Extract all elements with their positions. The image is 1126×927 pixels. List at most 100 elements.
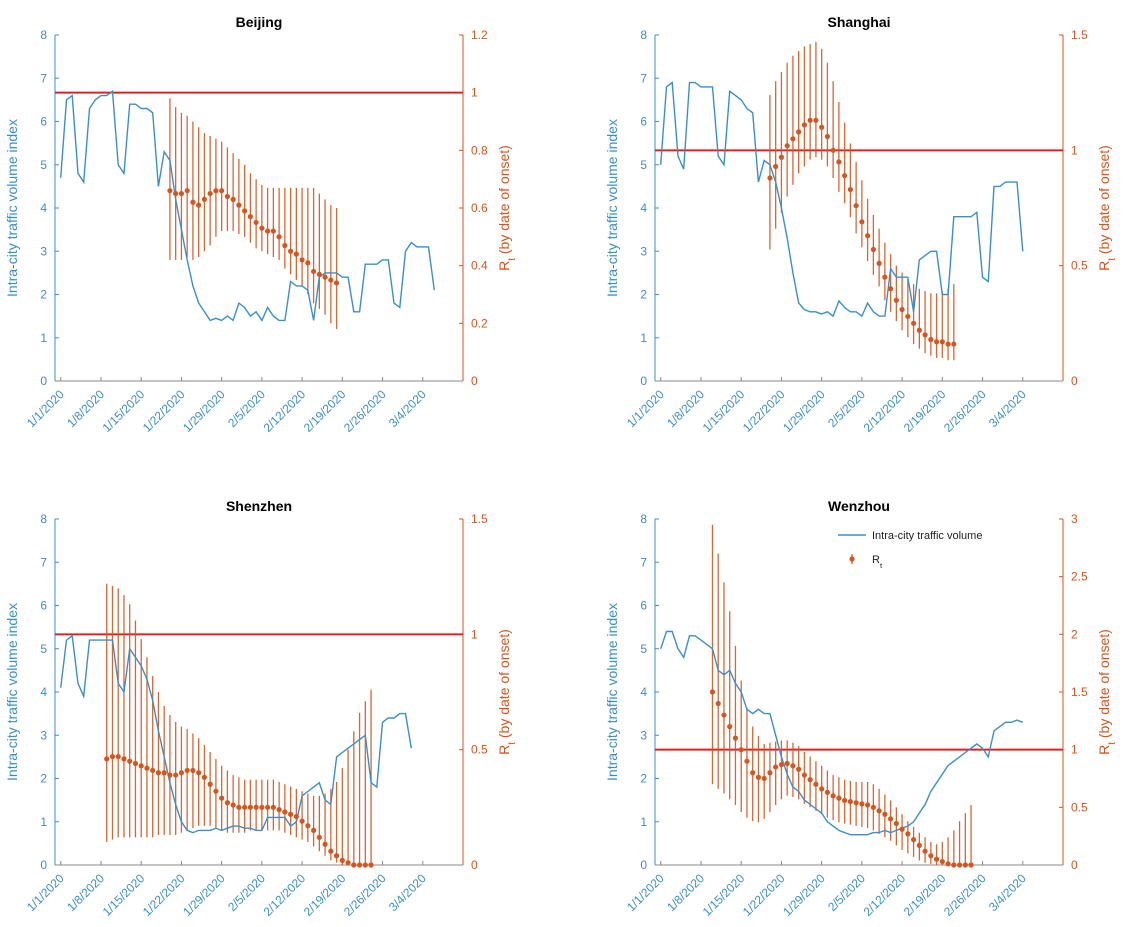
rt-point xyxy=(790,763,796,769)
rt-point xyxy=(767,175,773,181)
rt-point xyxy=(242,208,248,214)
right-y-axis-label: Rt (by date of onset) xyxy=(1096,145,1118,271)
rt-point xyxy=(104,756,110,762)
rt-point xyxy=(322,274,328,280)
left-y-tick-label: 7 xyxy=(40,555,47,569)
x-tick-label: 2/12/2020 xyxy=(261,871,309,919)
left-y-axis-label: Intra-city traffic volume index xyxy=(4,119,20,297)
x-tick-label: 1/22/2020 xyxy=(140,871,188,919)
left-y-tick-label: 5 xyxy=(640,642,647,656)
rt-point xyxy=(853,800,859,806)
chart-panel-shanghai: Shanghai 0 1 2 3 4 5 6 7 8 0 0.5 1 1.5 Intra-city traf… xyxy=(604,14,1118,435)
chart-title: Beijing xyxy=(236,14,283,30)
rt-point xyxy=(316,271,322,277)
left-y-tick-label: 1 xyxy=(640,815,647,829)
right-y-tick-label: 0.4 xyxy=(471,259,488,273)
left-y-tick-label: 0 xyxy=(640,858,647,872)
rt-point xyxy=(778,154,785,160)
rt-point xyxy=(201,774,208,780)
rt-point xyxy=(847,186,853,193)
rt-point xyxy=(132,760,139,767)
traffic-line xyxy=(60,634,412,834)
x-tick-label: 1/15/2020 xyxy=(700,871,748,919)
x-tick-label: 2/19/2020 xyxy=(301,387,349,435)
rt-point xyxy=(155,770,162,776)
rt-point xyxy=(922,848,928,854)
rt-point xyxy=(190,767,196,774)
rt-point xyxy=(796,766,802,772)
right-y-tick-label: 0.8 xyxy=(471,143,488,157)
rt-point xyxy=(824,133,830,140)
rt-point xyxy=(178,190,185,197)
x-tick-label: 2/26/2020 xyxy=(341,387,389,435)
rt-point xyxy=(138,763,144,769)
rt-point xyxy=(230,802,236,808)
rt-point xyxy=(830,147,836,153)
right-y-tick-label: 1.5 xyxy=(471,512,488,526)
rt-point xyxy=(144,765,150,771)
rt-point xyxy=(865,233,871,239)
right-y-tick-label: 0.2 xyxy=(471,316,488,330)
rt-point xyxy=(196,770,202,776)
left-y-tick-label: 0 xyxy=(640,374,647,388)
x-tick-label: 3/4/2020 xyxy=(986,387,1029,430)
left-y-tick-label: 6 xyxy=(40,599,47,613)
rt-point xyxy=(715,700,721,707)
rt-point xyxy=(956,862,963,868)
rt-point xyxy=(207,781,213,787)
rt-point xyxy=(362,862,368,868)
rt-point xyxy=(853,203,859,209)
rt-point xyxy=(265,228,271,234)
rt-point xyxy=(790,136,796,142)
rt-point xyxy=(755,774,762,780)
right-y-tick-label: 0 xyxy=(471,858,478,872)
rt-point xyxy=(316,834,322,840)
right-y-tick-label: 1.5 xyxy=(1071,28,1088,42)
rt-point xyxy=(305,260,311,266)
rt-point xyxy=(888,286,894,292)
rt-point xyxy=(270,228,276,234)
left-y-tick-label: 6 xyxy=(640,599,647,613)
rt-point xyxy=(750,770,756,776)
x-tick-label: 1/22/2020 xyxy=(740,871,788,919)
rt-point xyxy=(219,188,225,194)
rt-point xyxy=(299,818,305,824)
left-y-tick-label: 7 xyxy=(640,71,647,85)
rt-point xyxy=(801,122,808,128)
left-y-tick-label: 1 xyxy=(40,815,47,829)
rt-point xyxy=(339,857,345,863)
rt-point xyxy=(939,858,945,865)
rt-point xyxy=(293,813,299,820)
x-tick-label: 3/4/2020 xyxy=(386,387,429,430)
rt-point xyxy=(727,724,733,730)
rt-point xyxy=(345,860,351,866)
rt-point xyxy=(253,219,259,226)
rt-point xyxy=(219,795,225,801)
right-y-tick-label: 1 xyxy=(1071,743,1078,757)
rt-point xyxy=(905,313,911,320)
rt-point xyxy=(709,689,716,695)
left-y-axis-label: Intra-city traffic volume index xyxy=(604,603,620,781)
rt-point xyxy=(184,767,190,774)
traffic-line xyxy=(660,630,1024,836)
rt-point xyxy=(328,848,334,854)
chart-title: Wenzhou xyxy=(828,498,890,514)
rt-point xyxy=(201,196,208,202)
left-y-tick-label: 4 xyxy=(640,201,647,215)
rt-point xyxy=(288,811,294,817)
rt-point xyxy=(807,777,813,783)
left-y-tick-label: 8 xyxy=(640,28,647,42)
rt-point xyxy=(270,804,276,810)
rt-point xyxy=(842,173,848,179)
rt-point xyxy=(773,163,779,170)
x-tick-label: 3/4/2020 xyxy=(986,871,1029,914)
rt-point xyxy=(922,332,928,338)
rt-point xyxy=(115,753,121,760)
rt-point xyxy=(259,804,265,810)
x-tick-label: 1/15/2020 xyxy=(700,387,748,435)
rt-point xyxy=(767,770,773,776)
rt-point xyxy=(265,804,271,810)
x-tick-label: 1/15/2020 xyxy=(100,871,148,919)
rt-point xyxy=(945,341,951,347)
left-y-tick-label: 2 xyxy=(640,772,647,786)
